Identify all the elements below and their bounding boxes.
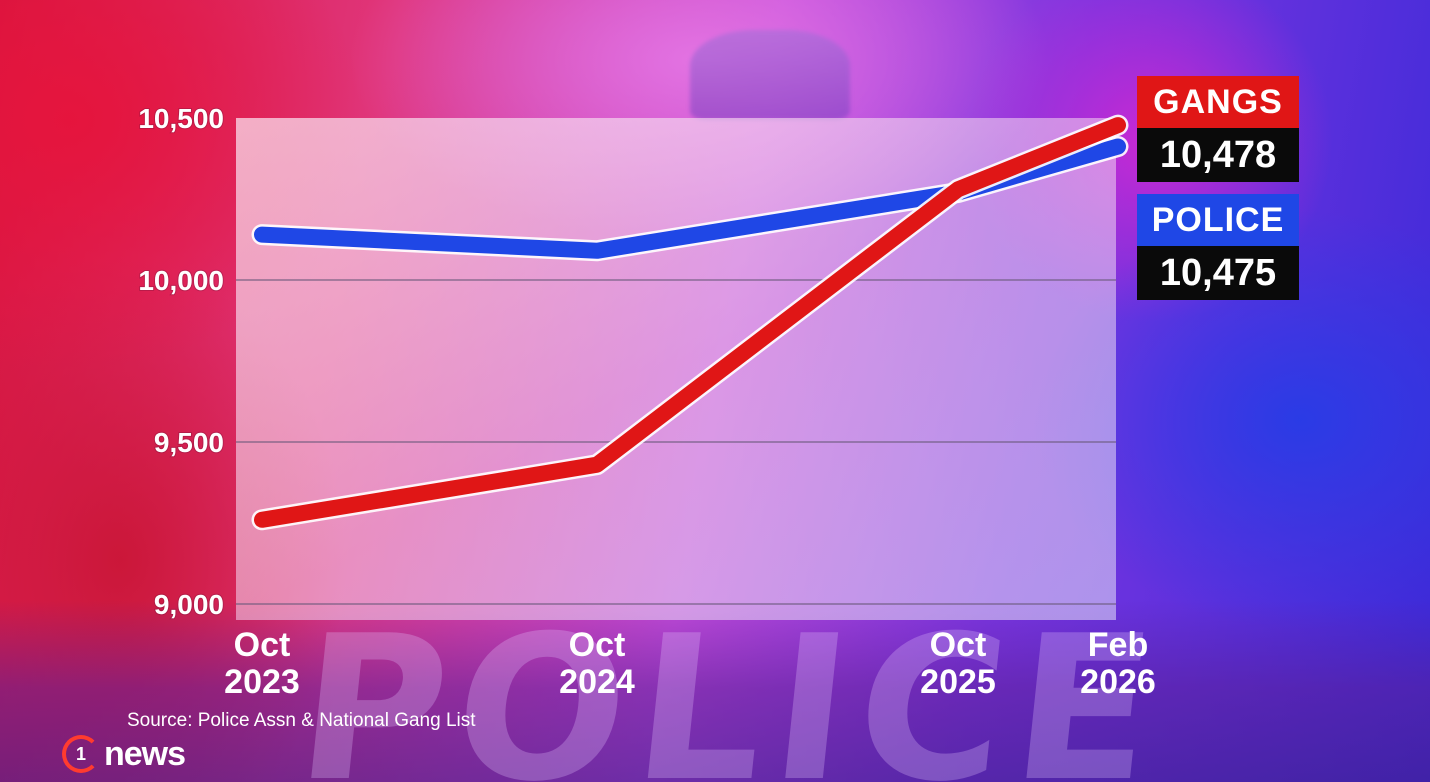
y-tick-label: 9,500 <box>154 427 224 458</box>
police-hat-blur <box>690 30 850 120</box>
series-line-gangs <box>254 117 1126 528</box>
legend-gangs-value: 10,478 <box>1137 128 1299 182</box>
legend-gangs-label: GANGS <box>1137 76 1299 128</box>
y-tick-label: 9,000 <box>154 589 224 620</box>
source-caption: Source: Police Assn & National Gang List <box>127 710 476 731</box>
x-tick-label: Oct 2025 <box>920 626 996 701</box>
series-line-police <box>254 138 1126 259</box>
plot-area <box>236 118 1116 620</box>
legend-gangs: GANGS 10,478 <box>1137 76 1299 182</box>
x-tick-label: Feb 2026 <box>1080 626 1156 701</box>
logo-text: news <box>104 734 186 773</box>
police-car-blur <box>0 600 1430 782</box>
legend-police: POLICE 10,475 <box>1137 194 1299 300</box>
legend-police-value: 10,475 <box>1137 246 1299 300</box>
legend-police-label: POLICE <box>1137 194 1299 246</box>
y-tick-label: 10,500 <box>138 103 224 134</box>
x-tick-label: Oct 2024 <box>559 626 635 701</box>
y-tick-label: 10,000 <box>138 265 224 296</box>
logo-ring-icon: 1 <box>62 735 100 773</box>
news-logo: 1 news <box>62 732 186 776</box>
x-tick-label: Oct 2023 <box>224 626 300 701</box>
